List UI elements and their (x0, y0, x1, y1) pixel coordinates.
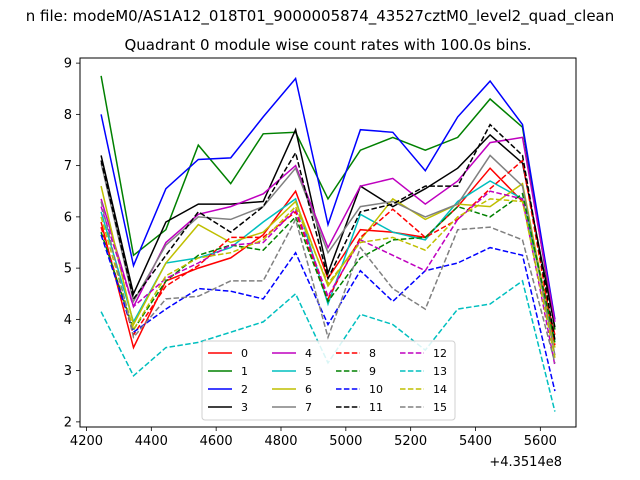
legend-label-1: 1 (241, 365, 248, 378)
y-tick-label: 4 (64, 313, 72, 328)
series-line-1 (100, 75, 556, 330)
legend-label-4: 4 (305, 347, 312, 360)
series-line-15 (100, 201, 556, 364)
series-line-9 (100, 192, 556, 343)
x-tick-label: 4200 (70, 434, 103, 449)
y-tick-label: 7 (64, 159, 72, 174)
legend-label-2: 2 (241, 383, 248, 396)
series-line-11 (100, 123, 556, 341)
legend-label-12: 12 (433, 347, 447, 360)
legend-box (201, 340, 456, 421)
x-tick-label: 5600 (524, 434, 557, 449)
series-line-7 (100, 154, 556, 356)
axes-frame (79, 57, 577, 428)
legend-label-5: 5 (305, 365, 312, 378)
legend-label-14: 14 (433, 383, 447, 396)
x-tick-label: 4600 (200, 434, 233, 449)
legend-label-10: 10 (369, 383, 383, 396)
legend-label-9: 9 (369, 365, 376, 378)
series-line-5 (100, 180, 556, 341)
series-line-10 (100, 234, 556, 392)
legend-label-11: 11 (369, 401, 383, 414)
legend-label-8: 8 (369, 347, 376, 360)
series-line-2 (100, 76, 556, 320)
legend-label-7: 7 (305, 401, 312, 414)
figure-suptitle: n file: modeM0/AS1A12_018T01_9000005874_… (26, 7, 615, 26)
y-axis: 2 3 4 5 6 7 8 9 (64, 57, 80, 430)
x-tick-label: 5400 (459, 434, 492, 449)
series-line-0 (100, 167, 556, 350)
y-tick-label: 6 (64, 210, 72, 225)
legend-label-0: 0 (241, 347, 248, 360)
x-tick-label: 4800 (264, 434, 297, 449)
legend-label-3: 3 (241, 401, 248, 414)
x-axis: 4200 4400 4600 4800 5000 5200 5400 5600 (70, 427, 557, 449)
x-tick-label: 5200 (394, 434, 427, 449)
series-line-14 (100, 198, 556, 358)
legend-label-6: 6 (305, 383, 312, 396)
series-line-4 (100, 136, 556, 323)
y-tick-label: 5 (64, 262, 72, 277)
x-tick-label: 5000 (329, 434, 362, 449)
y-tick-label: 3 (64, 364, 72, 379)
chart-title: Quadrant 0 module wise count rates with … (124, 36, 531, 54)
series-line-8 (100, 159, 556, 346)
x-tick-label: 4400 (135, 434, 168, 449)
x-offset-label: +4.3514e8 (489, 455, 562, 470)
series-line-12 (100, 190, 556, 366)
legend-label-13: 13 (433, 365, 447, 378)
y-tick-label: 2 (64, 415, 72, 430)
series-line-6 (100, 182, 556, 348)
y-tick-label: 8 (64, 108, 72, 123)
y-tick-label: 9 (64, 57, 72, 72)
legend-label-15: 15 (433, 401, 447, 414)
